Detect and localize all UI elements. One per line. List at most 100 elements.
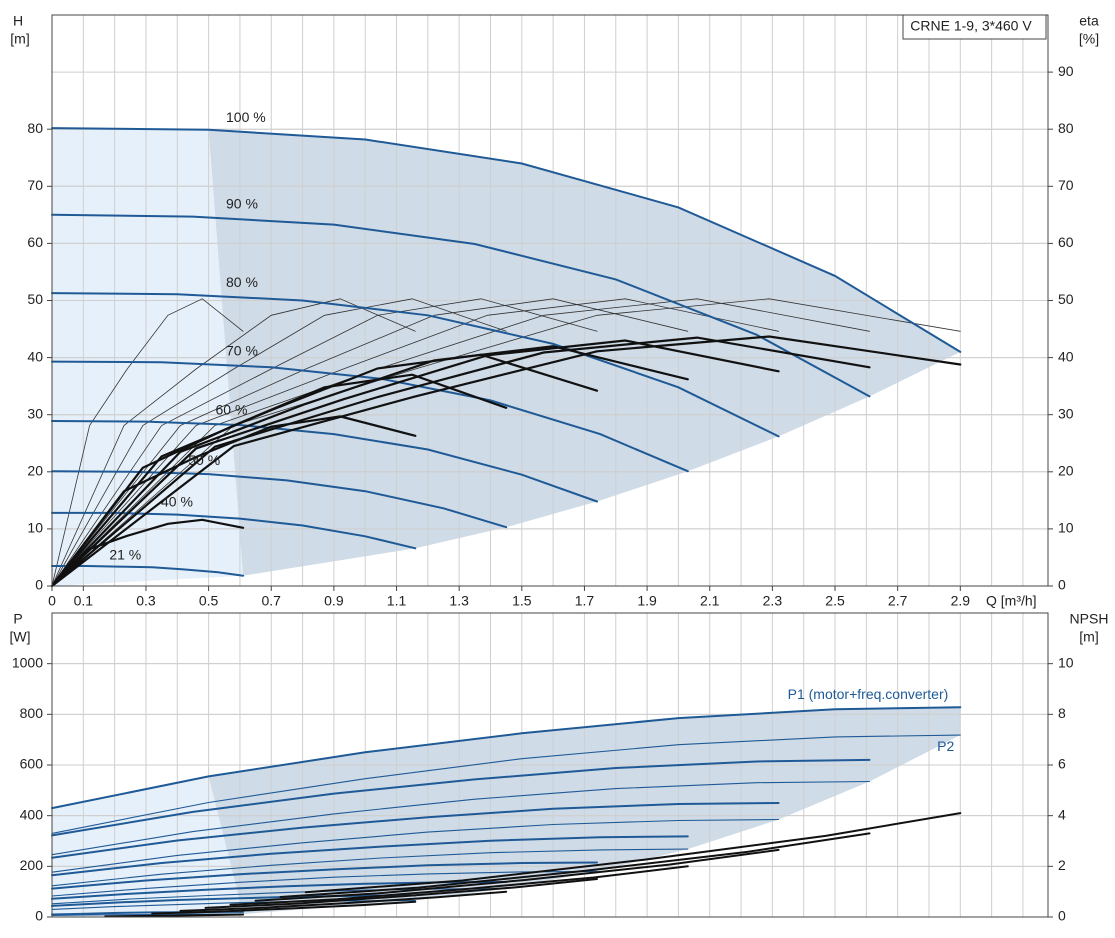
y2-tick-label: 90 — [1058, 63, 1074, 79]
x-tick-label: 1.3 — [449, 593, 469, 609]
curve — [279, 832, 871, 898]
y2-tick-label: 60 — [1058, 234, 1074, 250]
y-tick-label: 10 — [27, 520, 43, 536]
curve — [51, 758, 871, 837]
y2-label: NPSH — [1070, 611, 1109, 627]
y2-tick-label: 50 — [1058, 291, 1074, 307]
curve-label: 60 % — [215, 402, 247, 418]
y2-tick-label: 4 — [1058, 806, 1066, 822]
curve — [51, 888, 507, 905]
curve — [51, 298, 244, 587]
y-tick-label: 20 — [27, 463, 43, 479]
curve — [50, 336, 871, 588]
x-tick-label: 2.9 — [951, 593, 971, 609]
curve — [51, 848, 689, 887]
curve — [51, 298, 416, 587]
y2-tick-label: 70 — [1058, 177, 1074, 193]
curve — [50, 353, 599, 588]
y-tick-label: 0 — [35, 577, 43, 593]
y2-tick-label: 10 — [1058, 654, 1074, 670]
y-label: H — [13, 13, 23, 29]
x-tick-label: 1.9 — [637, 593, 657, 609]
curve — [50, 373, 508, 588]
curve — [51, 298, 689, 587]
x-tick-label: 0.1 — [74, 593, 94, 609]
curve — [50, 415, 417, 588]
annotation: P2 — [937, 738, 954, 754]
x-tick-label: 2.5 — [825, 593, 845, 609]
title-box — [902, 14, 1047, 40]
x-tick-label: 0.5 — [199, 593, 219, 609]
annotation: P1 (motor+freq.converter) — [788, 686, 949, 702]
y2-tick-label: 80 — [1058, 120, 1074, 136]
y2-tick-label: 10 — [1058, 520, 1074, 536]
curve — [51, 298, 870, 587]
curve — [254, 848, 780, 902]
curve — [51, 802, 780, 859]
y2-label: eta — [1079, 13, 1099, 29]
y-tick-label: 200 — [20, 857, 44, 873]
curve — [51, 292, 780, 438]
y-tick-label: 60 — [27, 234, 43, 250]
curve — [51, 706, 962, 810]
curve-label: 70 % — [226, 342, 258, 358]
curve — [204, 878, 598, 909]
chart-title: CRNE 1-9, 3*460 V — [910, 18, 1032, 34]
curve — [51, 127, 962, 353]
y-tick-label: 600 — [20, 756, 44, 772]
curve — [51, 894, 417, 907]
curve — [51, 861, 598, 890]
curve — [51, 870, 598, 897]
curve-label: 40 % — [161, 494, 193, 510]
curve — [51, 470, 508, 529]
y2-tick-label: 2 — [1058, 857, 1066, 873]
y2-tick-label: 0 — [1058, 577, 1066, 593]
curve-label: 80 % — [226, 274, 258, 290]
curve — [51, 298, 961, 587]
curve-label: 90 % — [226, 196, 258, 212]
x-tick-label: 2.3 — [763, 593, 783, 609]
curve — [51, 565, 245, 577]
curve — [51, 298, 598, 587]
y-tick-label: 40 — [27, 348, 43, 364]
curve — [50, 335, 962, 588]
curve — [179, 890, 508, 912]
curve — [51, 420, 598, 503]
x-tick-label: 0.7 — [262, 593, 282, 609]
y-tick-label: 400 — [20, 806, 44, 822]
x-tick-label: 0 — [48, 593, 56, 609]
curve — [304, 812, 962, 894]
x-tick-label: 2.7 — [888, 593, 908, 609]
y-tick-label: 70 — [27, 177, 43, 193]
y-tick-label: 1000 — [12, 654, 43, 670]
curve — [50, 339, 780, 588]
y-tick-label: 30 — [27, 405, 43, 421]
y2-tick-label: 8 — [1058, 705, 1066, 721]
x-tick-label: 1.7 — [575, 593, 595, 609]
y2-unit: [%] — [1079, 31, 1099, 47]
curve — [104, 913, 245, 918]
curve — [51, 899, 416, 910]
y-tick-label: 0 — [35, 908, 43, 924]
y2-tick-label: 40 — [1058, 348, 1074, 364]
y-tick-label: 50 — [27, 291, 43, 307]
curve — [51, 734, 961, 834]
curve — [229, 865, 689, 906]
y2-tick-label: 6 — [1058, 756, 1066, 772]
y-label: P — [13, 611, 22, 627]
curve — [51, 298, 507, 587]
y2-unit: [m] — [1079, 629, 1098, 645]
curve — [51, 835, 689, 877]
x-tick-label: 0.9 — [324, 593, 344, 609]
curve — [50, 518, 245, 588]
x-tick-label: 2.1 — [700, 593, 720, 609]
y-tick-label: 80 — [27, 120, 43, 136]
y-unit: [W] — [10, 629, 31, 645]
y2-tick-label: 30 — [1058, 405, 1074, 421]
y2-tick-label: 20 — [1058, 463, 1074, 479]
curve-label: 100 % — [226, 109, 266, 125]
y-tick-label: 800 — [20, 705, 44, 721]
x-tick-label: 0.3 — [136, 593, 156, 609]
